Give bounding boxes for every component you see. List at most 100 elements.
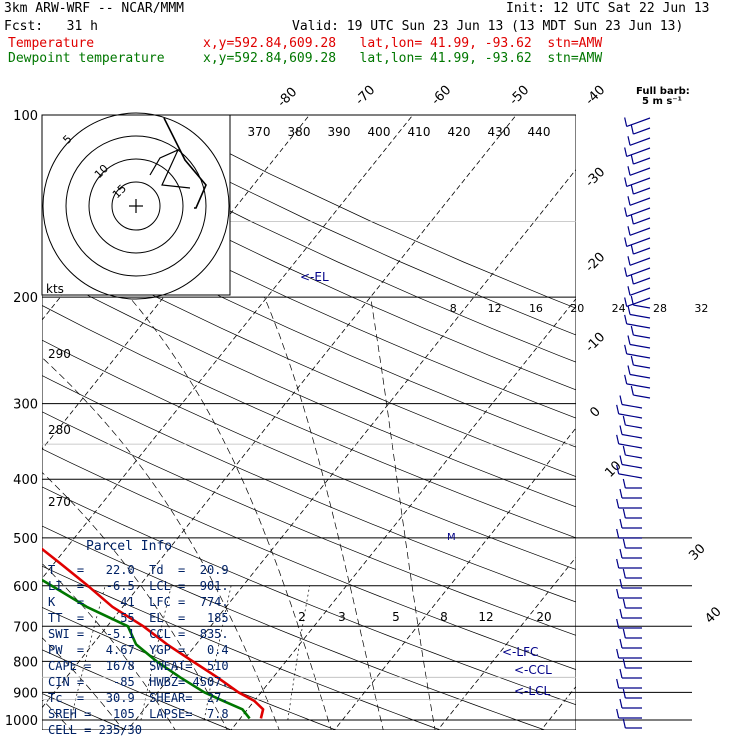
isotherm-line (437, 556, 576, 730)
hodograph-ring (88, 158, 184, 254)
mixing-ratio-label: 12 (478, 610, 493, 624)
parcel-row: SREH = 105 LAPSE= 7.8 (48, 707, 229, 721)
mixing-ratio-label: 3 (338, 610, 346, 624)
wind-barb (619, 698, 642, 709)
dry-adiabat (42, 141, 576, 391)
wind-barb (624, 117, 651, 128)
parcel-row: LI = -6.5 LCL = 901. (48, 579, 229, 593)
hodograph-trace (163, 117, 207, 209)
dewpoint-label: Dewpoint temperature (8, 51, 165, 66)
isobars (42, 114, 692, 721)
hodograph-ring (42, 112, 230, 300)
wind-barb (630, 325, 651, 339)
hodograph-ring (111, 181, 161, 231)
wind-barb (622, 478, 642, 489)
wind-barb (624, 267, 651, 278)
wind-barb (627, 335, 651, 349)
wind-barb (627, 365, 651, 379)
el-marker: <-EL (300, 270, 329, 284)
isotherm-line (230, 298, 576, 730)
pressure-tick-label: 100 (13, 109, 38, 124)
dry-adiabat (42, 205, 576, 448)
pressure-tick-label: 200 (13, 291, 38, 306)
temp-scale-label: 32 (694, 302, 708, 315)
dry-adiabat (42, 448, 576, 670)
parcel-row: Tc = 30.9 SHEAR= 27. (48, 691, 229, 705)
isotherm-label: 0 (587, 404, 603, 420)
wind-barb (624, 374, 651, 389)
wind-barb (630, 124, 651, 135)
hodograph-units: kts (46, 282, 64, 296)
pressure-tick-label: 600 (13, 580, 38, 595)
wind-barb (619, 668, 642, 679)
wind-barb (619, 455, 643, 469)
init-time: Init: 12 UTC Sat 22 Jun 13 (506, 1, 710, 16)
pressure-tick-label: 900 (13, 686, 38, 701)
wind-barb (624, 297, 651, 308)
wind-barb (619, 488, 642, 499)
wind-barb (627, 286, 651, 296)
model-title: 3km ARW-WRF -- NCAR/MMM (4, 1, 185, 16)
pressure-tick-label: 800 (13, 655, 38, 670)
parcel-row: SWI = -5.1 CCL = 835. (48, 627, 229, 641)
temp-scale-label: 12 (488, 302, 502, 315)
wind-barb (624, 147, 651, 158)
temperature-location: x,y=592.84,609.28 lat,lon= 41.99, -93.62… (203, 36, 603, 51)
isotherm-label: -10 (583, 330, 609, 356)
isotherm-label: -60 (429, 83, 455, 109)
m-marker: M (447, 532, 456, 543)
dry-adiabat (42, 565, 442, 730)
dry-adiabat (42, 411, 576, 636)
dry-adiabat (42, 375, 576, 603)
wind-barb (622, 568, 642, 579)
dry-adiabat (42, 486, 576, 706)
wind-barb (630, 295, 651, 309)
wind-barb (619, 395, 643, 409)
wind-barb (624, 314, 651, 329)
wind-barb (622, 658, 642, 669)
wind-barb (630, 385, 651, 399)
isotherm-label: -40 (583, 83, 609, 109)
valid-time: Valid: 19 UTC Sun 23 Jun 13 (13 MDT Sun … (292, 19, 684, 34)
moist-adiabat (42, 357, 280, 730)
wind-barb (622, 688, 642, 699)
temp-scale-label: 24 (612, 302, 626, 315)
wind-barb (627, 256, 651, 266)
theta-label: 430 (488, 125, 511, 139)
ccl-marker: <-CCL (514, 663, 552, 677)
wind-barb (622, 445, 643, 459)
wind-barb (619, 638, 642, 649)
wind-barb (622, 508, 642, 519)
moist-adiabat (264, 296, 384, 730)
dry-adiabat (42, 237, 576, 477)
wind-barb (622, 415, 643, 429)
theta-label: 420 (448, 125, 471, 139)
hodograph-ring (65, 135, 207, 277)
wind-barb (627, 136, 651, 146)
wind-barb (616, 648, 642, 659)
parcel-row: CIN = -85 HWBZ= 4507. (48, 675, 229, 689)
dry-adiabat (0, 115, 29, 733)
pressure-tick-label: 400 (13, 473, 38, 488)
isotherm-label: -80 (275, 85, 301, 111)
wind-barb (622, 598, 642, 609)
wind-barb (624, 344, 651, 359)
wind-barbs (616, 117, 651, 729)
isotherm-line (127, 168, 576, 730)
isotherm-line (42, 115, 517, 709)
dewpoint-line (42, 578, 251, 720)
parcel-row: TT = 55 EL = 185 (48, 611, 229, 625)
isotherm-label: -20 (583, 250, 609, 276)
hodograph-storm-motion (149, 148, 191, 189)
temp-scale-label: 20 (570, 302, 584, 315)
isotherm-label: -50 (507, 83, 533, 109)
dry-adiabat (42, 173, 576, 419)
moist-adiabat (42, 637, 124, 730)
wind-barb (630, 244, 651, 255)
wind-barb (619, 578, 642, 589)
wind-barb (616, 464, 643, 479)
moist-adiabat (42, 562, 176, 730)
wind-barb (630, 274, 651, 285)
theta-side-label: 280 (48, 423, 71, 437)
